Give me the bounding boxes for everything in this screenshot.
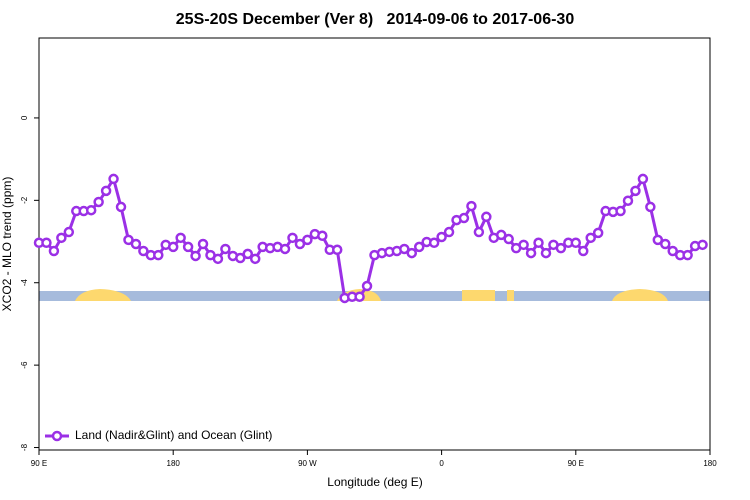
data-point <box>138 245 149 257</box>
data-point <box>167 241 179 253</box>
data-point <box>41 237 52 249</box>
y-tick-label: -6 <box>20 361 29 369</box>
data-point <box>585 232 596 244</box>
data-point <box>466 200 477 212</box>
data-point <box>428 237 440 249</box>
land-segment <box>612 289 668 301</box>
data-point <box>540 247 552 259</box>
data-point <box>197 238 209 250</box>
data-point <box>220 243 231 255</box>
data-point <box>667 245 678 257</box>
data-point <box>592 227 604 239</box>
data-point <box>645 201 656 213</box>
data-point <box>637 173 649 185</box>
y-tick-label: -2 <box>20 196 29 204</box>
data-point <box>279 243 291 255</box>
data-point <box>399 243 410 255</box>
data-point <box>518 239 529 251</box>
data-point <box>413 241 425 253</box>
data-point <box>495 229 507 241</box>
legend-swatch-marker <box>51 430 63 442</box>
data-point <box>354 291 365 302</box>
data-point <box>249 253 261 265</box>
data-point <box>235 252 246 264</box>
y-tick-label: -4 <box>20 279 29 287</box>
x-tick-label: 180 <box>703 459 717 468</box>
data-point <box>443 226 455 238</box>
data-point <box>63 226 75 238</box>
legend-label: Land (Nadir&Glint) and Ocean (Glint) <box>75 428 272 442</box>
data-point <box>436 231 447 243</box>
chart-title: 25S-20S December (Ver 8) 2014-09-06 to 2… <box>176 11 575 28</box>
data-point <box>361 280 373 292</box>
data-point <box>212 253 224 265</box>
data-point <box>100 185 112 197</box>
x-tick-label: 90 W <box>298 459 317 468</box>
data-point <box>578 245 589 257</box>
data-point <box>287 232 298 244</box>
data-point <box>697 239 708 251</box>
data-point <box>317 230 328 242</box>
land-segment <box>75 289 131 301</box>
data-point <box>56 232 67 244</box>
data-point <box>682 249 693 261</box>
y-axis-label: XCO2 - MLO trend (ppm) <box>0 177 14 312</box>
data-point <box>302 234 313 246</box>
data-point <box>533 237 544 249</box>
data-point <box>123 234 134 246</box>
land-segment <box>462 290 495 301</box>
y-tick-label: -8 <box>20 443 29 451</box>
data-point <box>130 238 142 250</box>
data-point <box>294 238 306 250</box>
data-point <box>615 205 626 217</box>
y-tick-label: 0 <box>20 115 29 120</box>
data-point <box>503 233 514 245</box>
land-segment <box>507 290 514 301</box>
data-point <box>190 250 201 262</box>
data-point <box>115 201 127 213</box>
data-point <box>660 238 671 250</box>
data-point <box>93 196 104 208</box>
data-point <box>108 173 119 185</box>
data-point <box>48 245 60 257</box>
x-tick-label: 90 E <box>568 459 584 468</box>
data-point <box>242 248 254 260</box>
data-point <box>458 212 470 224</box>
x-tick-label: 0 <box>439 459 444 468</box>
data-point <box>622 195 634 206</box>
data-point <box>406 247 418 259</box>
data-point <box>630 185 641 197</box>
data-point <box>153 249 164 261</box>
x-tick-label: 180 <box>167 459 181 468</box>
data-point <box>652 234 664 246</box>
data-point <box>182 241 194 253</box>
data-point <box>175 232 186 244</box>
data-point <box>555 242 567 254</box>
data-point <box>473 226 485 238</box>
data-point <box>525 247 537 259</box>
data-point <box>570 237 582 249</box>
data-point <box>331 244 343 256</box>
data-point <box>85 204 97 216</box>
x-tick-label: 90 E <box>31 459 47 468</box>
x-axis-label: Longitude (deg E) <box>327 475 422 489</box>
data-point <box>481 211 492 223</box>
